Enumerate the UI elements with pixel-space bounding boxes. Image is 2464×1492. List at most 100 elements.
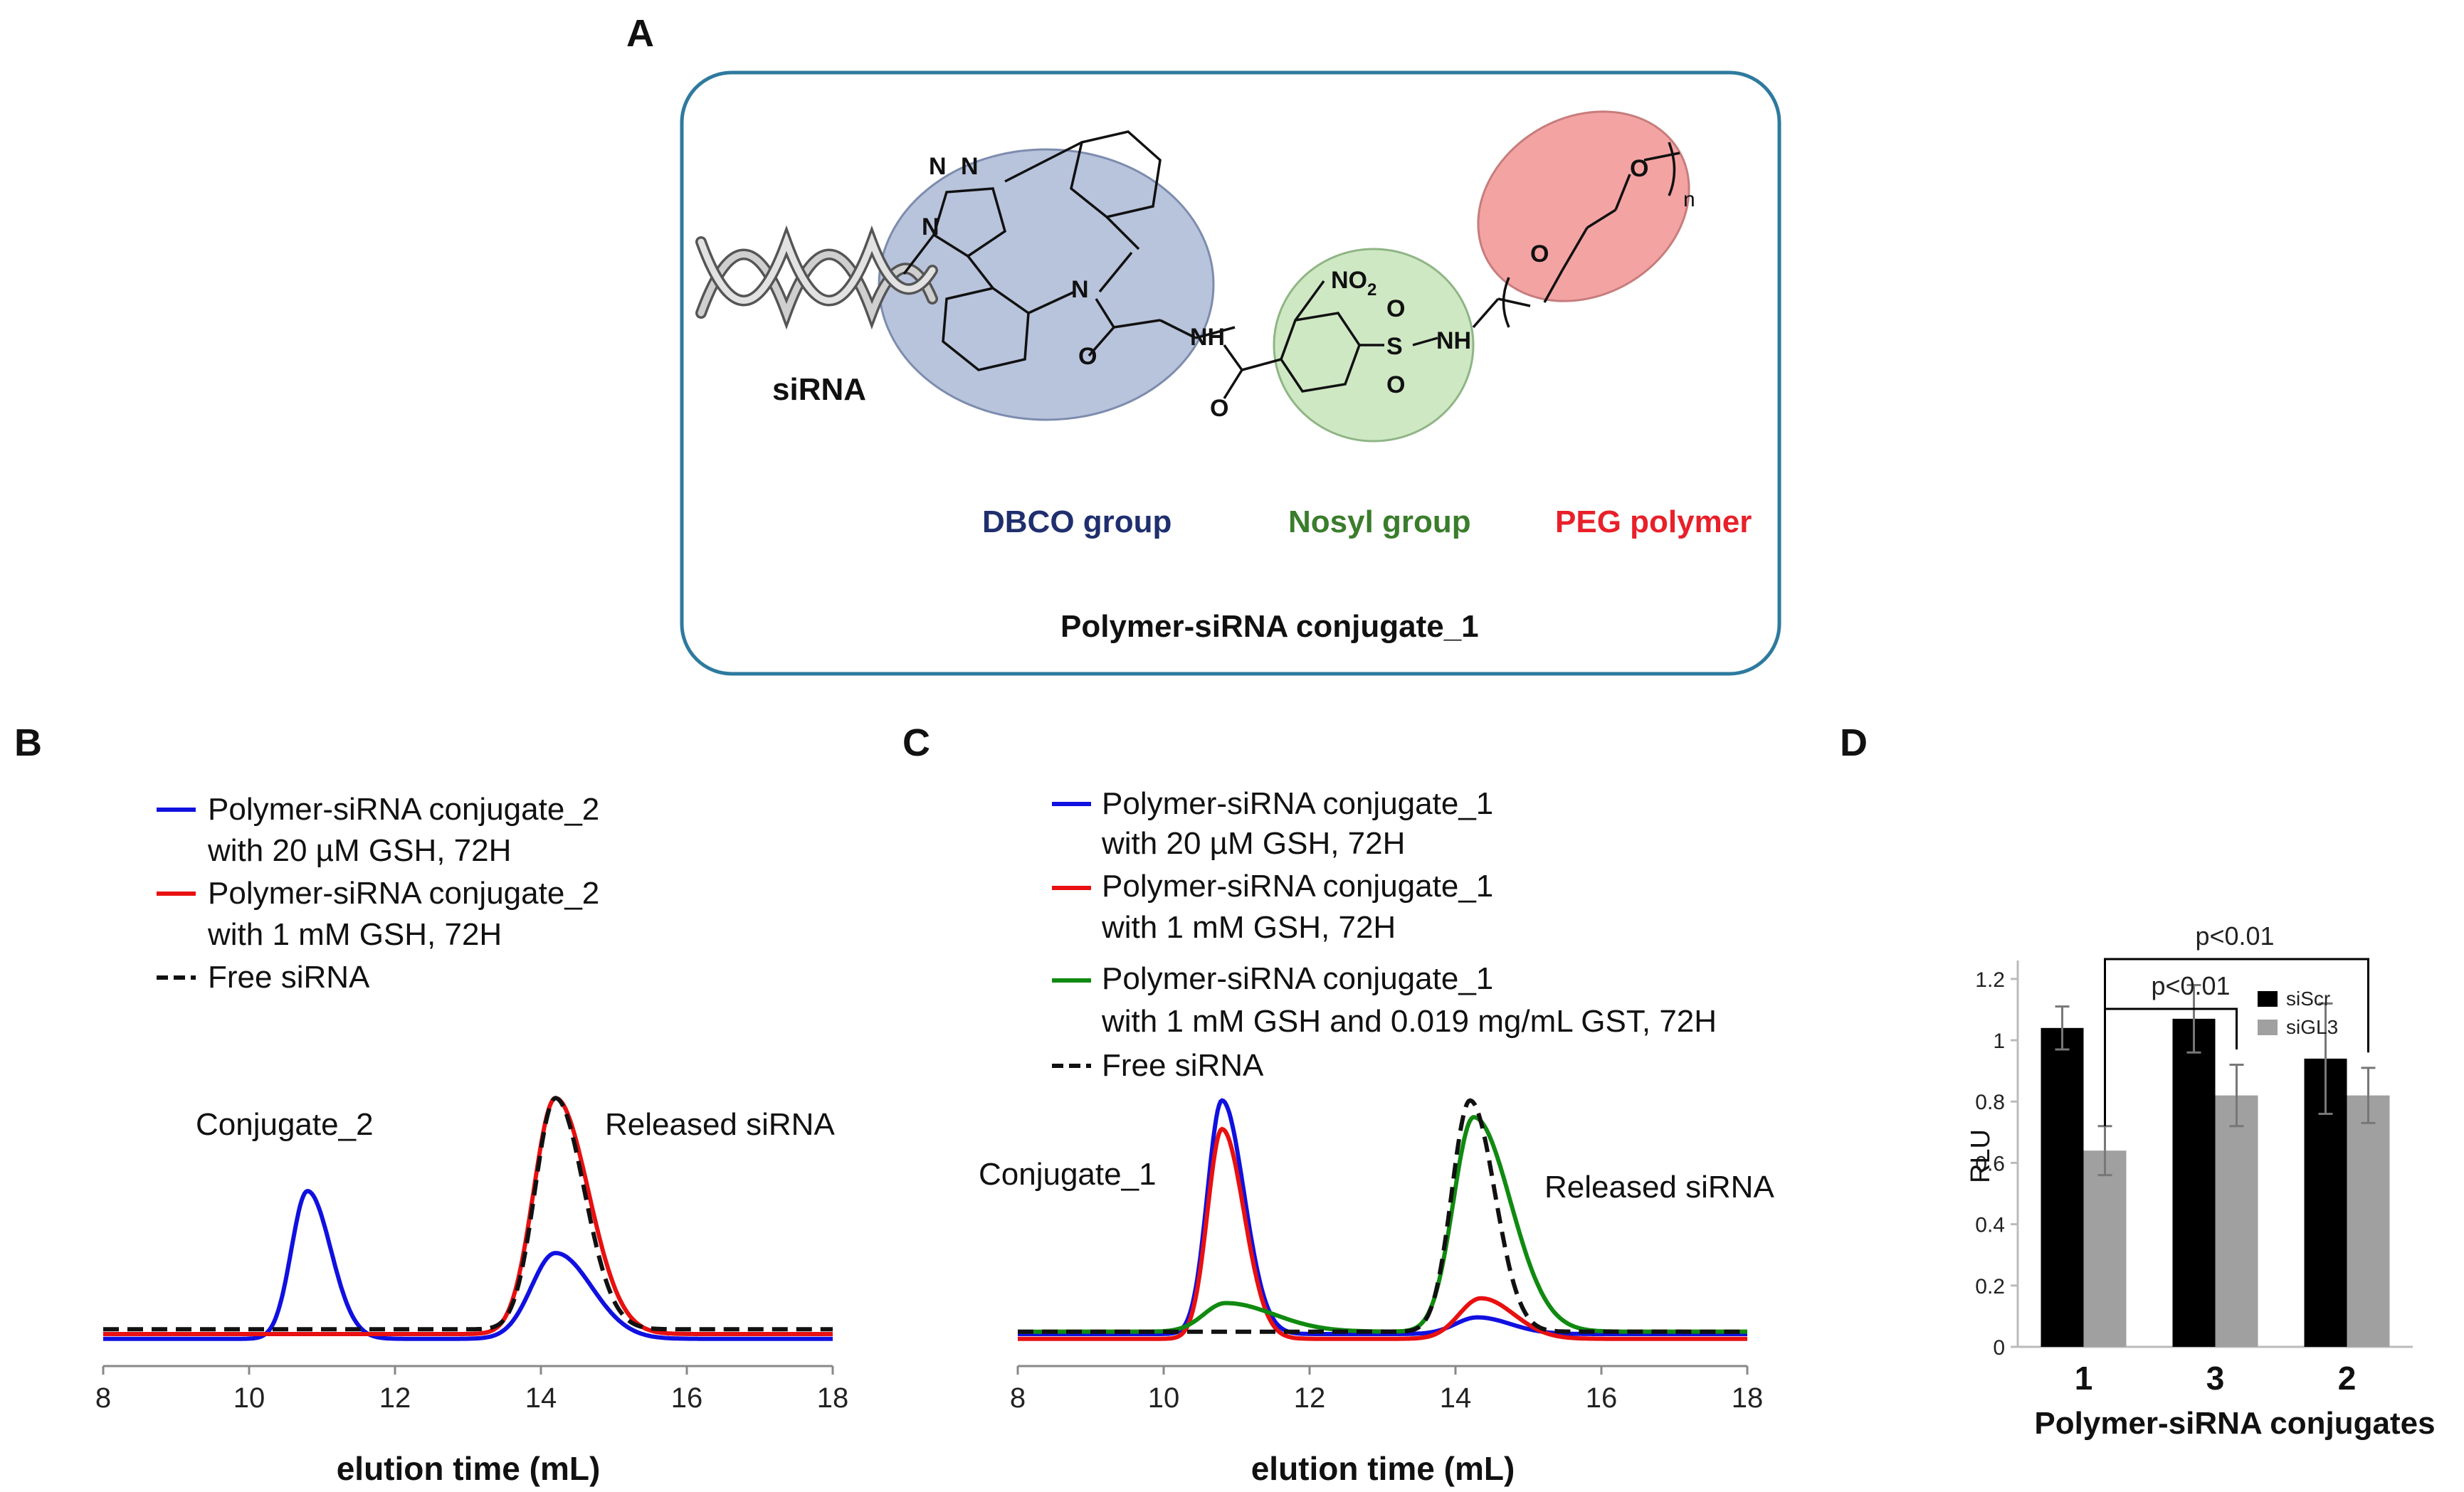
atom-n2: N — [961, 153, 979, 180]
significance-bracket-1-2 — [2104, 958, 2369, 1053]
plot-c-xlabel: elution time (mL) — [1251, 1450, 1515, 1487]
panel-b: B Polymer-siRNA conjugate_2 with 20 µM G… — [14, 721, 848, 1487]
plot-b-xtick-label-5: 18 — [817, 1382, 849, 1414]
atom-s: S — [1386, 333, 1403, 360]
plot-b: 8 10 12 14 16 18 — [95, 1096, 849, 1414]
atom-n3: N — [922, 213, 939, 240]
plot-b-series-2 — [103, 1096, 833, 1332]
panel-d-letter: D — [1840, 721, 1868, 764]
peg-polymer-label: PEG polymer — [1555, 504, 1752, 539]
legend-c-20um-line1: Polymer-siRNA conjugate_1 — [1102, 786, 1493, 821]
plot-d-ytick-label-5: 1 — [1993, 1030, 2005, 1053]
plot-b-xtick-label-3: 14 — [525, 1382, 557, 1414]
atom-so-top: O — [1386, 295, 1405, 322]
significance-label-1-2: p<0.01 — [2195, 921, 2274, 951]
plot-c-xtick-label-0: 8 — [1010, 1382, 1026, 1414]
plot-c-xtick-label-2: 12 — [1294, 1382, 1326, 1414]
significance-label-1-3: p<0.01 — [2151, 971, 2230, 1000]
plot-b-xtick-label-1: 10 — [233, 1382, 265, 1414]
legend-b-free: Free siRNA — [208, 960, 370, 995]
atom-n-repeat: n — [1683, 188, 1695, 211]
significance-bracket-1-3 — [2104, 1007, 2238, 1126]
panel-b-legend: Polymer-siRNA conjugate_2 with 20 µM GSH… — [157, 792, 599, 995]
plot-b-xtick-label-4: 16 — [671, 1382, 703, 1414]
sirna-label: siRNA — [772, 372, 866, 407]
atom-o-amide1: O — [1078, 343, 1097, 370]
panel-a-caption: Polymer-siRNA conjugate_1 — [1060, 609, 1479, 644]
legend-swatch-sigl3 — [2258, 1020, 2278, 1035]
panel-a: A siRNA — [626, 12, 1781, 676]
annot-b-released: Released siRNA — [605, 1107, 835, 1142]
legend-b-1mm-line2: with 1 mM GSH, 72H — [207, 917, 502, 952]
bar-siScr-1 — [2041, 1027, 2084, 1347]
plot-c-series-0 — [1018, 1098, 1747, 1336]
plot-b-xlabel: elution time (mL) — [337, 1450, 601, 1487]
atom-o-amide2: O — [1210, 395, 1228, 422]
bar-siGL3-2 — [2347, 1095, 2390, 1347]
panel-c: C Polymer-siRNA conjugate_1 with 20 µM G… — [902, 721, 1774, 1487]
legend-swatch-siscr — [2258, 991, 2278, 1007]
legend-c-1mm-line2: with 1 mM GSH, 72H — [1101, 910, 1396, 945]
panel-a-letter: A — [626, 12, 654, 55]
plot-d-ytick-label-2: 0.4 — [1975, 1214, 2005, 1237]
plot-d-xlabel: Polymer-siRNA conjugates — [2034, 1406, 2435, 1441]
plot-d-ytick-label-0: 0 — [1993, 1336, 2005, 1360]
plot-b-xtick-label-2: 12 — [379, 1382, 411, 1414]
legend-b-1mm-line1: Polymer-siRNA conjugate_2 — [208, 876, 599, 911]
plot-d-category-1: 1 — [2075, 1360, 2093, 1397]
plot-d-ytick-label-3: 0.6 — [1975, 1152, 2005, 1175]
plot-b-xtick-label-0: 8 — [95, 1382, 111, 1414]
plot-c-series-2 — [1018, 1115, 1747, 1334]
dbco-group-label: DBCO group — [982, 504, 1172, 539]
panel-d: D 0 0.2 0.4 0.6 0.8 1 1.2 1 3 2 RLU Polymer-siRNA… — [1840, 721, 2436, 1441]
legend-b-20um-line2: with 20 µM GSH, 72H — [207, 833, 511, 868]
atom-o-peg1: O — [1530, 240, 1549, 268]
bar-siGL3-3 — [2215, 1095, 2258, 1347]
plot-d-legend: siScr siGL3 — [2258, 988, 2338, 1038]
legend-c-1mm-line1: Polymer-siRNA conjugate_1 — [1102, 869, 1493, 904]
plot-c-xtick-label-3: 14 — [1440, 1382, 1472, 1414]
legend-siscr: siScr — [2286, 988, 2330, 1010]
plot-d-category-3: 3 — [2206, 1360, 2225, 1397]
chemical-structure — [902, 130, 1680, 399]
atom-o-peg2: O — [1630, 155, 1648, 182]
plot-d-ylabel: RLU — [1966, 1129, 1996, 1183]
plot-d-ytick-label-4: 0.8 — [1975, 1091, 2005, 1114]
peg-group-ellipse — [1477, 110, 1690, 302]
legend-c-20um-line2: with 20 µM GSH, 72H — [1101, 826, 1405, 861]
atom-n1: N — [929, 153, 947, 180]
plot-b-series-1 — [103, 1096, 833, 1336]
panel-c-legend: Polymer-siRNA conjugate_1 with 20 µM GSH… — [1052, 786, 1717, 1083]
plot-c-series-3 — [1018, 1098, 1747, 1334]
atom-n-ring: N — [1071, 276, 1089, 303]
legend-c-gst-line1: Polymer-siRNA conjugate_1 — [1102, 961, 1493, 996]
plot-c-series-1 — [1018, 1126, 1747, 1341]
atom-nh1: NH — [1190, 324, 1225, 351]
plot-d-ytick-label-1: 0.2 — [1975, 1275, 2005, 1298]
plot-d: 0 0.2 0.4 0.6 0.8 1 1.2 1 3 2 — [1975, 958, 2413, 1397]
annot-b-conjugate: Conjugate_2 — [196, 1107, 374, 1142]
legend-b-20um-line1: Polymer-siRNA conjugate_2 — [208, 792, 599, 827]
atom-no2: NO2 — [1331, 267, 1376, 300]
legend-c-free: Free siRNA — [1102, 1048, 1264, 1083]
legend-sigl3: siGL3 — [2286, 1016, 2338, 1038]
plot-c-xtick-label-4: 16 — [1586, 1382, 1618, 1414]
bar-siScr-3 — [2172, 1018, 2216, 1347]
annot-c-conjugate: Conjugate_1 — [979, 1157, 1157, 1192]
panel-c-letter: C — [902, 721, 930, 764]
plot-d-category-2: 2 — [2338, 1360, 2357, 1397]
plot-d-ytick-label-6: 1.2 — [1975, 968, 2005, 992]
atom-so-bot: O — [1386, 371, 1405, 398]
plot-c-xtick-label-5: 18 — [1732, 1382, 1764, 1414]
bar-siGL3-1 — [2083, 1150, 2127, 1347]
nosyl-group-label: Nosyl group — [1288, 504, 1471, 539]
plot-c: 8 10 12 14 16 18 — [1010, 1098, 1764, 1414]
sirna-helix-icon — [695, 225, 938, 330]
panel-b-letter: B — [14, 721, 42, 764]
plot-c-xtick-label-1: 10 — [1148, 1382, 1180, 1414]
plot-b-series-0 — [103, 1188, 833, 1341]
annot-c-released: Released siRNA — [1544, 1170, 1774, 1205]
legend-c-gst-line2: with 1 mM GSH and 0.019 mg/mL GST, 72H — [1101, 1004, 1717, 1039]
atom-nh2: NH — [1436, 327, 1471, 354]
